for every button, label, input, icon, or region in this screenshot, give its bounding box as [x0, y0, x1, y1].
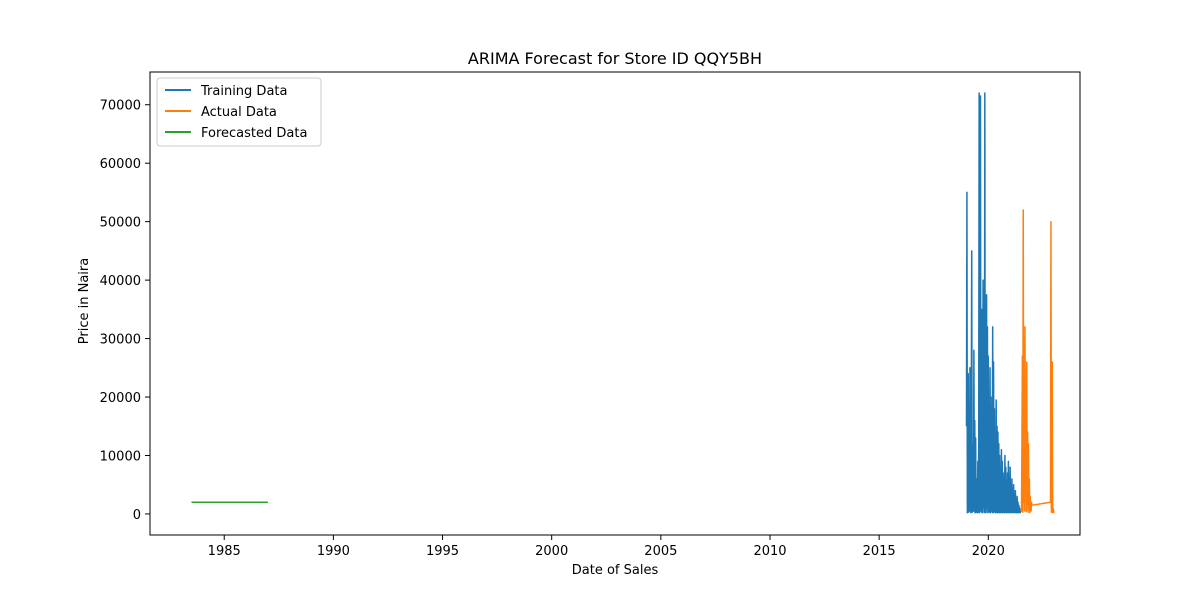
y-tick-label: 30000 [100, 333, 141, 348]
series-line-1 [1020, 209, 1055, 514]
legend: Training Data Actual Data Forecasted Data [156, 77, 322, 147]
x-tick-label: 2010 [753, 544, 786, 559]
y-tick-label: 70000 [100, 99, 141, 114]
y-tick-label: 40000 [100, 274, 141, 289]
y-axis-label: Price in Naira [77, 258, 92, 344]
y-tick-label: 50000 [100, 216, 141, 231]
x-tick-label: 2020 [972, 544, 1005, 559]
x-tick-label: 2000 [535, 544, 568, 559]
x-axis-label: Date of Sales [572, 563, 659, 578]
x-tick-label: 2005 [644, 544, 677, 559]
x-tick-label: 2015 [863, 544, 896, 559]
axes: 1985 1990 1995 2000 2005 2010 2015 2020 0 10000 20… [100, 71, 1081, 559]
x-tick-label: 1995 [426, 544, 459, 559]
plot-frame [149, 71, 1081, 536]
legend-label-1: Actual Data [201, 105, 277, 120]
x-tick-label: 1990 [317, 544, 350, 559]
series-line-0 [965, 92, 1022, 514]
legend-box [156, 77, 322, 147]
x-tick-label: 1985 [208, 544, 241, 559]
chart-title: ARIMA Forecast for Store ID QQY5BH [468, 49, 762, 68]
plot-area [191, 92, 1055, 514]
legend-label-2: Forecasted Data [201, 126, 307, 141]
y-tick-label: 60000 [100, 157, 141, 172]
legend-label-0: Training Data [200, 84, 287, 99]
y-tick-label: 0 [133, 508, 141, 523]
y-tick-label: 10000 [100, 449, 141, 464]
y-tick-label: 20000 [100, 391, 141, 406]
